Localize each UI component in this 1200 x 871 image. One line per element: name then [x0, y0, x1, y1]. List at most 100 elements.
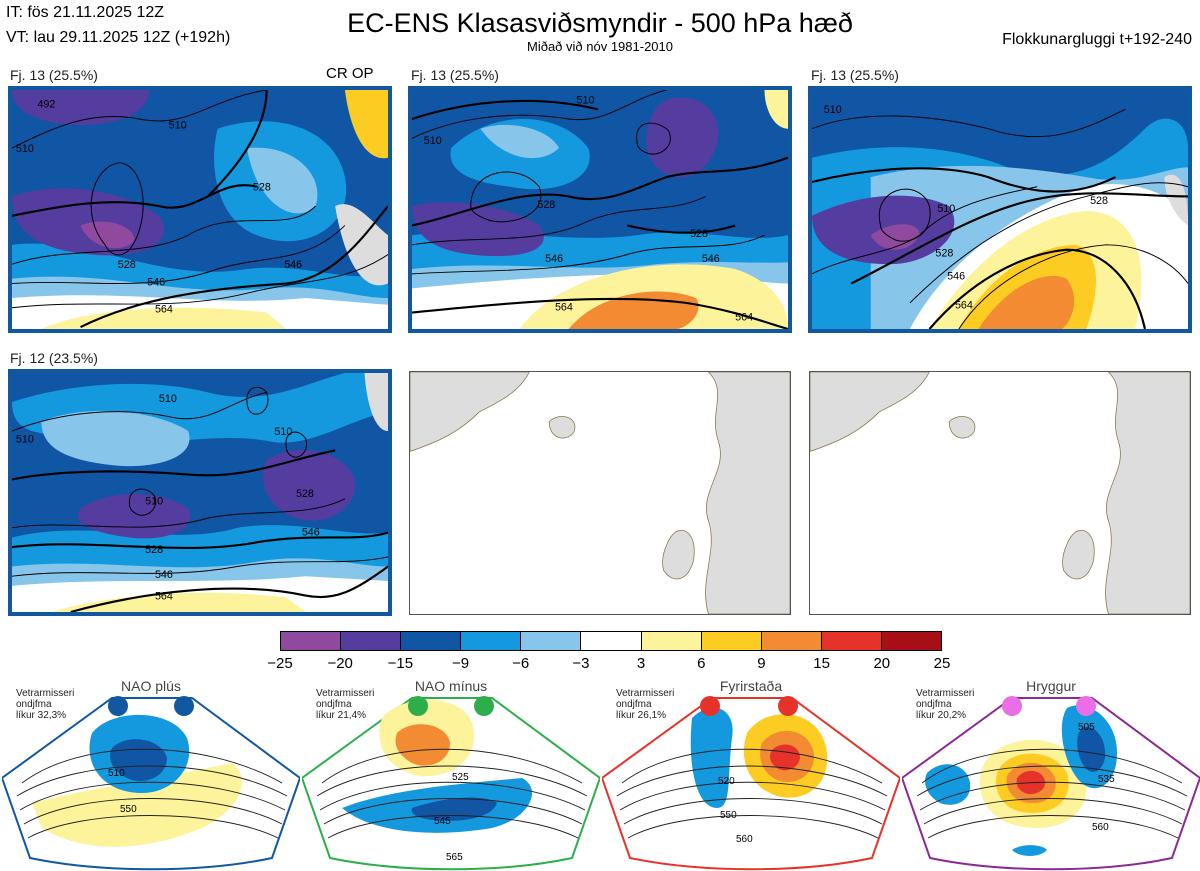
regime-dot — [174, 696, 194, 716]
contour-label: 546 — [147, 277, 165, 289]
colorbar-tick-label: 9 — [757, 655, 766, 672]
contour-label: 528 — [537, 199, 555, 211]
colorbar-tick-label: −6 — [512, 655, 530, 672]
contour-label: 510 — [16, 434, 34, 446]
contour-label: 510 — [159, 393, 177, 405]
cluster-map-2-field: 510 510 528 528 546 546 564 564 — [412, 90, 788, 329]
contour-label: 510 — [937, 203, 955, 215]
contour-label: 510 — [424, 135, 442, 147]
colorbar-tick-label: 15 — [813, 655, 830, 672]
contour-label: 510 — [108, 768, 125, 779]
contour-label: 550 — [720, 810, 737, 821]
contour-label: 510 — [824, 104, 842, 116]
contour-label: 528 — [118, 259, 136, 271]
regime-dot — [1002, 696, 1022, 716]
cluster-map-3[interactable]: 510 510 528 528 546 564 — [808, 86, 1192, 333]
regime-dot — [408, 696, 428, 716]
contour-label: 546 — [947, 271, 965, 283]
cluster-map-3-field: 510 510 528 528 546 564 — [812, 90, 1188, 329]
regime-ridge-map: 505 535 560 — [902, 697, 1200, 871]
contour-label: 564 — [155, 304, 173, 316]
regime-name: Fyrirstaða — [719, 678, 783, 694]
colorbar-tick-label: −3 — [572, 655, 590, 672]
window-label: Flokkunargluggi t+192-240 — [1002, 31, 1192, 48]
cluster-map-1-field: 492 510 510 528 528 546 546 564 — [12, 90, 388, 329]
regime-dot — [778, 696, 798, 716]
colorbar — [280, 631, 942, 651]
contour-label: 528 — [935, 247, 953, 259]
contour-label: 492 — [37, 98, 55, 110]
colorbar-tick-label: 25 — [933, 655, 951, 672]
colorbar-tick-label: 3 — [636, 655, 646, 672]
colorbar-swatch — [341, 632, 402, 650]
regime-info: Vetrarmisseri ondjfma líkur 32,3% — [16, 688, 75, 721]
regime-blocking-map: 520 550 560 — [602, 697, 900, 871]
colorbar-tick-label: −20 — [327, 655, 353, 672]
contour-label: 546 — [302, 527, 320, 539]
regime-name: NAO plús — [121, 678, 181, 694]
page-subtitle: Miðað við nóv 1981-2010 — [527, 39, 673, 54]
colorbar-swatch — [581, 632, 642, 650]
contour-label: 546 — [284, 259, 302, 271]
contour-label: 510 — [274, 426, 292, 438]
contour-label: 528 — [145, 544, 163, 556]
contour-label: 528 — [1090, 195, 1108, 207]
regime-nao-plus-map: 510 550 — [2, 697, 300, 871]
panel-2-label: Fj. 13 (25.5%) — [411, 67, 499, 83]
contour-label: 520 — [718, 776, 735, 787]
colorbar-swatch — [761, 632, 822, 650]
contour-label: 546 — [545, 253, 563, 265]
contour-label: 535 — [1098, 774, 1115, 785]
contour-label: 565 — [446, 852, 463, 863]
cluster-map-4[interactable]: 510 510 510 510 528 528 546 546 564 — [8, 369, 392, 616]
contour-label: 564 — [735, 311, 753, 323]
contour-label: 564 — [955, 300, 973, 312]
regime-nao-minus: 525 545 565 NAO mínus Vetrarmisseri ondjf… — [302, 678, 600, 871]
panel-4-label: Fj. 12 (23.5%) — [10, 350, 98, 366]
colorbar-swatch — [701, 632, 762, 650]
contour-label: 545 — [434, 816, 451, 827]
colorbar-swatch — [461, 632, 522, 650]
regime-info: Vetrarmisseri ondjfma líkur 20,2% — [916, 688, 975, 721]
contour-label: 560 — [736, 834, 753, 845]
regime-dot — [474, 696, 494, 716]
contour-label: 546 — [702, 253, 720, 265]
contour-label: 528 — [296, 488, 314, 500]
colorbar-tick-label: 6 — [697, 655, 706, 672]
init-time: IT: fös 21.11.2025 12Z — [6, 4, 165, 21]
contour-label: 510 — [16, 143, 34, 155]
empty-map-5-land — [410, 372, 790, 614]
contour-label: 550 — [120, 804, 137, 815]
regime-dot — [1076, 696, 1096, 716]
valid-time: VT: lau 29.11.2025 12Z (+192h) — [6, 29, 231, 46]
contour-label: 546 — [155, 569, 173, 581]
colorbar-tick-label: 20 — [873, 655, 891, 672]
cluster-map-1[interactable]: 492 510 510 528 528 546 546 564 — [8, 86, 392, 333]
regime-ridge: 505 535 560 Hryggur Vetrarmisseri ondjfma… — [902, 678, 1200, 871]
colorbar-tick-label: −9 — [451, 655, 470, 672]
regime-name: NAO mínus — [414, 678, 488, 694]
contour-label: 560 — [1092, 822, 1109, 833]
contour-label: 564 — [155, 590, 173, 602]
regime-info: Vetrarmisseri ondjfma líkur 26,1% — [616, 688, 675, 721]
contour-label: 510 — [577, 95, 595, 107]
empty-map-6-land — [810, 372, 1190, 614]
contour-label: 510 — [169, 120, 187, 132]
contour-label: 528 — [253, 182, 271, 194]
page-title: EC-ENS Klasasviðsmyndir - 500 hPa hæð — [347, 8, 853, 38]
colorbar-swatch — [821, 632, 882, 650]
panel-3-label: Fj. 13 (25.5%) — [811, 67, 899, 83]
colorbar-swatch — [641, 632, 702, 650]
panel-1-label: Fj. 13 (25.5%) — [10, 67, 98, 83]
cluster-map-2[interactable]: 510 510 528 528 546 546 564 564 — [408, 86, 792, 333]
colorbar-tick-label: −25 — [267, 655, 293, 672]
regime-dot — [700, 696, 720, 716]
regime-dot — [108, 696, 128, 716]
regime-blocking: 520 550 560 Fyrirstaða Vetrarmisseri ondj… — [602, 678, 900, 871]
contour-label: 528 — [690, 228, 708, 240]
contour-label: 505 — [1078, 722, 1095, 733]
regime-nao-minus-map: 525 545 565 — [302, 697, 600, 871]
panel-1-badge: CR OP — [326, 65, 374, 82]
colorbar-swatch — [521, 632, 582, 650]
colorbar-swatch — [401, 632, 462, 650]
